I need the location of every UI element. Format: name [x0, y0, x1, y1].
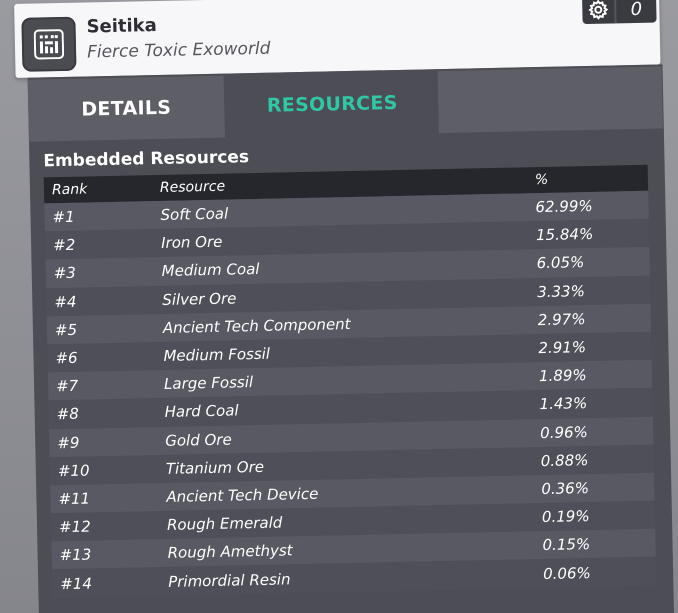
row-rank: #7	[55, 376, 79, 396]
tab-details[interactable]: DETAILS	[27, 75, 225, 142]
row-percent: 15.84%	[535, 225, 594, 245]
row-resource: Rough Emerald	[166, 513, 283, 535]
planet-grid-icon[interactable]	[21, 16, 77, 72]
row-rank: #4	[54, 292, 77, 311]
row-rank: #10	[57, 461, 90, 480]
row-resource: Ancient Tech Device	[166, 484, 319, 506]
row-rank: #9	[57, 433, 80, 452]
row-percent: 0.19%	[541, 507, 590, 527]
row-resource: Gold Ore	[165, 430, 232, 450]
row-resource: Hard Coal	[164, 401, 239, 422]
settings-badge[interactable]: 0	[582, 0, 657, 25]
row-resource: Soft Coal	[160, 204, 229, 225]
tab-bar: DETAILS RESOURCES	[27, 64, 664, 147]
gear-icon[interactable]	[582, 0, 615, 24]
row-rank: #11	[58, 489, 91, 509]
row-rank: #3	[53, 264, 77, 283]
row-percent: 3.33%	[537, 281, 586, 301]
row-rank: #1	[52, 207, 75, 227]
resources-table: Rank Resource % #1 Soft Coal 62.99% #2 I…	[43, 164, 657, 598]
planet-panel: Seitika Fierce Toxic Exoworld 0 DETAILS	[14, 0, 678, 613]
header-rank: Rank	[51, 181, 88, 199]
header-percent: %	[534, 171, 549, 189]
row-percent: 2.97%	[537, 309, 586, 329]
tab-empty[interactable]	[437, 66, 663, 134]
row-resource: Medium Coal	[161, 260, 260, 281]
row-percent: 0.96%	[539, 422, 589, 442]
row-resource: Large Fossil	[163, 373, 254, 394]
planet-header: Seitika Fierce Toxic Exoworld 0	[14, 0, 661, 78]
resources-body: DETAILS RESOURCES Embedded Resources Ran…	[27, 64, 675, 613]
row-percent: 2.91%	[538, 338, 587, 358]
badge-count: 0	[630, 0, 643, 20]
row-rank: #6	[55, 348, 78, 368]
row-percent: 0.06%	[542, 563, 591, 583]
row-rank: #14	[60, 574, 93, 593]
row-resource: Iron Ore	[160, 232, 223, 253]
row-rank: #13	[59, 545, 92, 565]
row-percent: 0.15%	[542, 535, 591, 555]
row-resource: Silver Ore	[162, 289, 237, 309]
row-rank: #8	[56, 405, 80, 424]
planet-description: Fierce Toxic Exoworld	[86, 38, 271, 63]
row-resource: Medium Fossil	[163, 344, 271, 365]
row-percent: 1.43%	[539, 394, 588, 414]
section-title: Embedded Resources	[43, 147, 250, 172]
tab-resources[interactable]: RESOURCES	[266, 91, 398, 117]
row-percent: 0.88%	[540, 450, 589, 470]
row-resource: Ancient Tech Component	[162, 314, 351, 337]
row-rank: #2	[52, 236, 76, 255]
row-percent: 62.99%	[535, 197, 593, 217]
row-rank: #5	[54, 320, 78, 340]
row-percent: 1.89%	[538, 366, 587, 386]
row-percent: 0.36%	[541, 479, 590, 499]
header-resource: Resource	[159, 178, 226, 196]
row-rank: #12	[58, 517, 91, 537]
row-resource: Rough Amethyst	[167, 541, 293, 563]
row-percent: 6.05%	[536, 253, 585, 273]
planet-name: Seitika	[86, 15, 158, 38]
row-resource: Primordial Resin	[168, 569, 291, 591]
row-resource: Titanium Ore	[165, 457, 265, 478]
